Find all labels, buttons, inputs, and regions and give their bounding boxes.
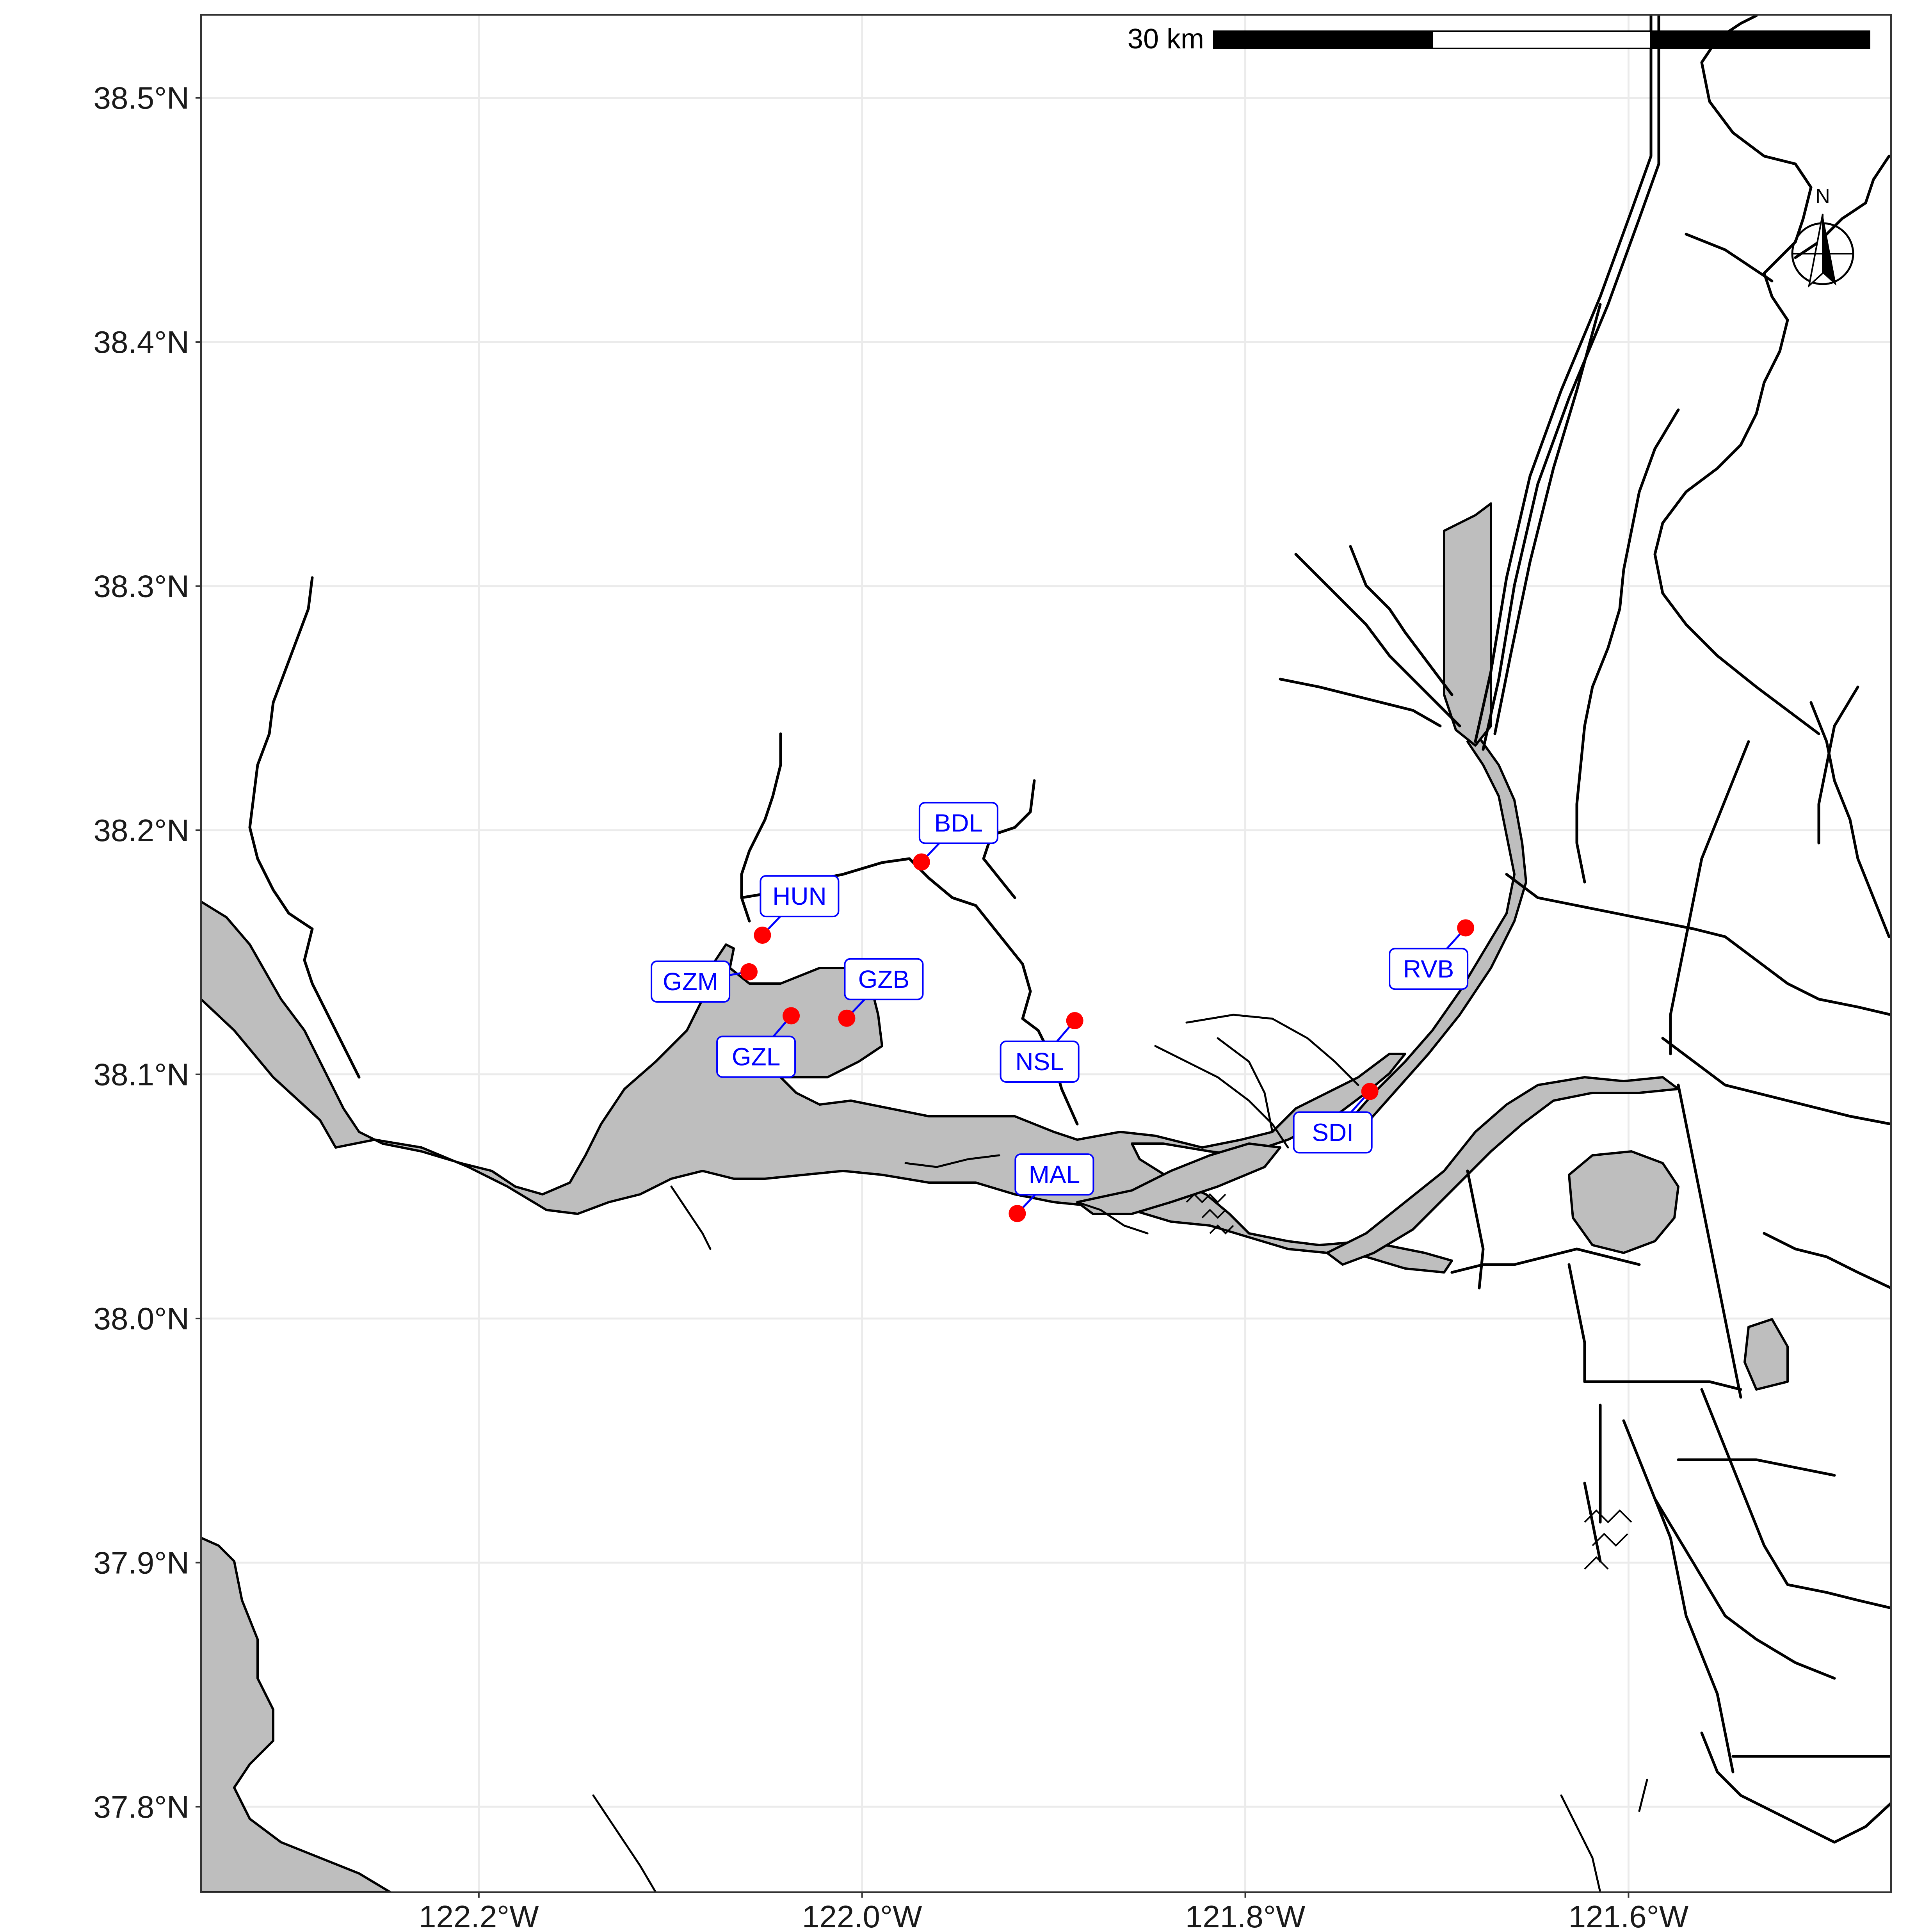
southwest-water	[201, 1537, 391, 1892]
station-label: SDI	[1312, 1118, 1354, 1146]
station-label-box	[918, 802, 998, 844]
scale-bar-seg-1	[1213, 30, 1433, 49]
y-tick-label: 38.4°N	[94, 325, 189, 359]
y-tick-label: 38.3°N	[94, 569, 189, 604]
station-rvb[interactable]: RVB	[1389, 919, 1475, 990]
north-arrow-label: N	[1815, 185, 1830, 208]
y-tick-label: 38.1°N	[94, 1057, 189, 1092]
y-tick-label: 38.5°N	[94, 81, 189, 116]
y-tick-label: 38.0°N	[94, 1301, 189, 1336]
lower-channel-water	[1076, 1142, 1281, 1215]
station-marker[interactable]	[838, 1009, 856, 1027]
plot-panel	[201, 15, 1891, 1892]
y-tick-label: 37.8°N	[94, 1790, 189, 1824]
station-label-box	[1389, 948, 1469, 990]
station-marker[interactable]	[913, 853, 930, 871]
delta-lake-water	[1568, 1150, 1679, 1254]
station-label: BDL	[934, 809, 983, 837]
y-tick-label: 37.9°N	[94, 1546, 189, 1580]
station-label-box	[651, 960, 731, 1003]
station-marker[interactable]	[754, 927, 771, 944]
station-gzm[interactable]: GZM	[651, 960, 758, 1003]
station-gzb[interactable]: GZB	[838, 958, 924, 1027]
station-marker[interactable]	[1066, 1012, 1083, 1030]
panel-border	[200, 14, 1892, 1893]
station-label: GZM	[663, 968, 718, 996]
station-marker[interactable]	[1457, 919, 1475, 937]
station-marker[interactable]	[1361, 1083, 1379, 1100]
station-hun[interactable]: HUN	[754, 875, 840, 944]
station-layer: BDL HUN GZM GZL GZB NSL MAL SDI RVB	[651, 802, 1475, 1222]
x-tick-label: 122.0°W	[802, 1899, 922, 1932]
station-marker[interactable]	[783, 1007, 800, 1025]
y-tick-label: 38.2°N	[94, 813, 189, 848]
marsh-speckle	[1186, 1193, 1632, 1570]
station-gzl[interactable]: GZL	[716, 1007, 800, 1078]
station-label: GZB	[858, 965, 910, 993]
x-tick-label: 121.6°W	[1569, 1899, 1689, 1932]
station-sdi[interactable]: SDI	[1293, 1083, 1379, 1154]
x-tick-label: 121.8°W	[1185, 1899, 1306, 1932]
north-slough-water	[1443, 502, 1492, 747]
station-nsl[interactable]: NSL	[1000, 1012, 1083, 1083]
station-label-box	[844, 958, 924, 1000]
small-delta-water	[1743, 1318, 1789, 1391]
station-marker[interactable]	[740, 963, 758, 980]
scale-bar-seg-3	[1650, 30, 1870, 49]
station-label-box	[760, 875, 840, 918]
x-axis: 122.2°W 122.0°W 121.8°W 121.6°W	[419, 1892, 1689, 1932]
station-label-box	[1293, 1111, 1373, 1154]
station-label: RVB	[1403, 955, 1454, 983]
scale-bar-seg-2	[1432, 30, 1652, 49]
scale-bar: 30 km	[1128, 23, 1870, 55]
station-label: NSL	[1015, 1048, 1064, 1076]
basemap	[201, 15, 1891, 1892]
station-label-box	[1000, 1041, 1080, 1083]
station-marker[interactable]	[1009, 1205, 1026, 1222]
station-label: MAL	[1029, 1160, 1080, 1188]
north-arrow-icon: N	[1791, 185, 1854, 288]
station-bdl[interactable]: BDL	[913, 802, 998, 871]
station-label-box	[716, 1035, 796, 1078]
station-label: GZL	[732, 1042, 780, 1071]
station-label: HUN	[772, 882, 827, 910]
y-axis: 38.5°N 38.4°N 38.3°N 38.2°N 38.1°N 38.0°N 37.9…	[94, 81, 201, 1824]
scale-bar-label: 30 km	[1128, 23, 1204, 55]
bay-water	[201, 900, 1453, 1274]
x-tick-label: 122.2°W	[419, 1899, 539, 1932]
station-label-box	[1014, 1153, 1094, 1196]
station-mal[interactable]: MAL	[1009, 1153, 1094, 1222]
